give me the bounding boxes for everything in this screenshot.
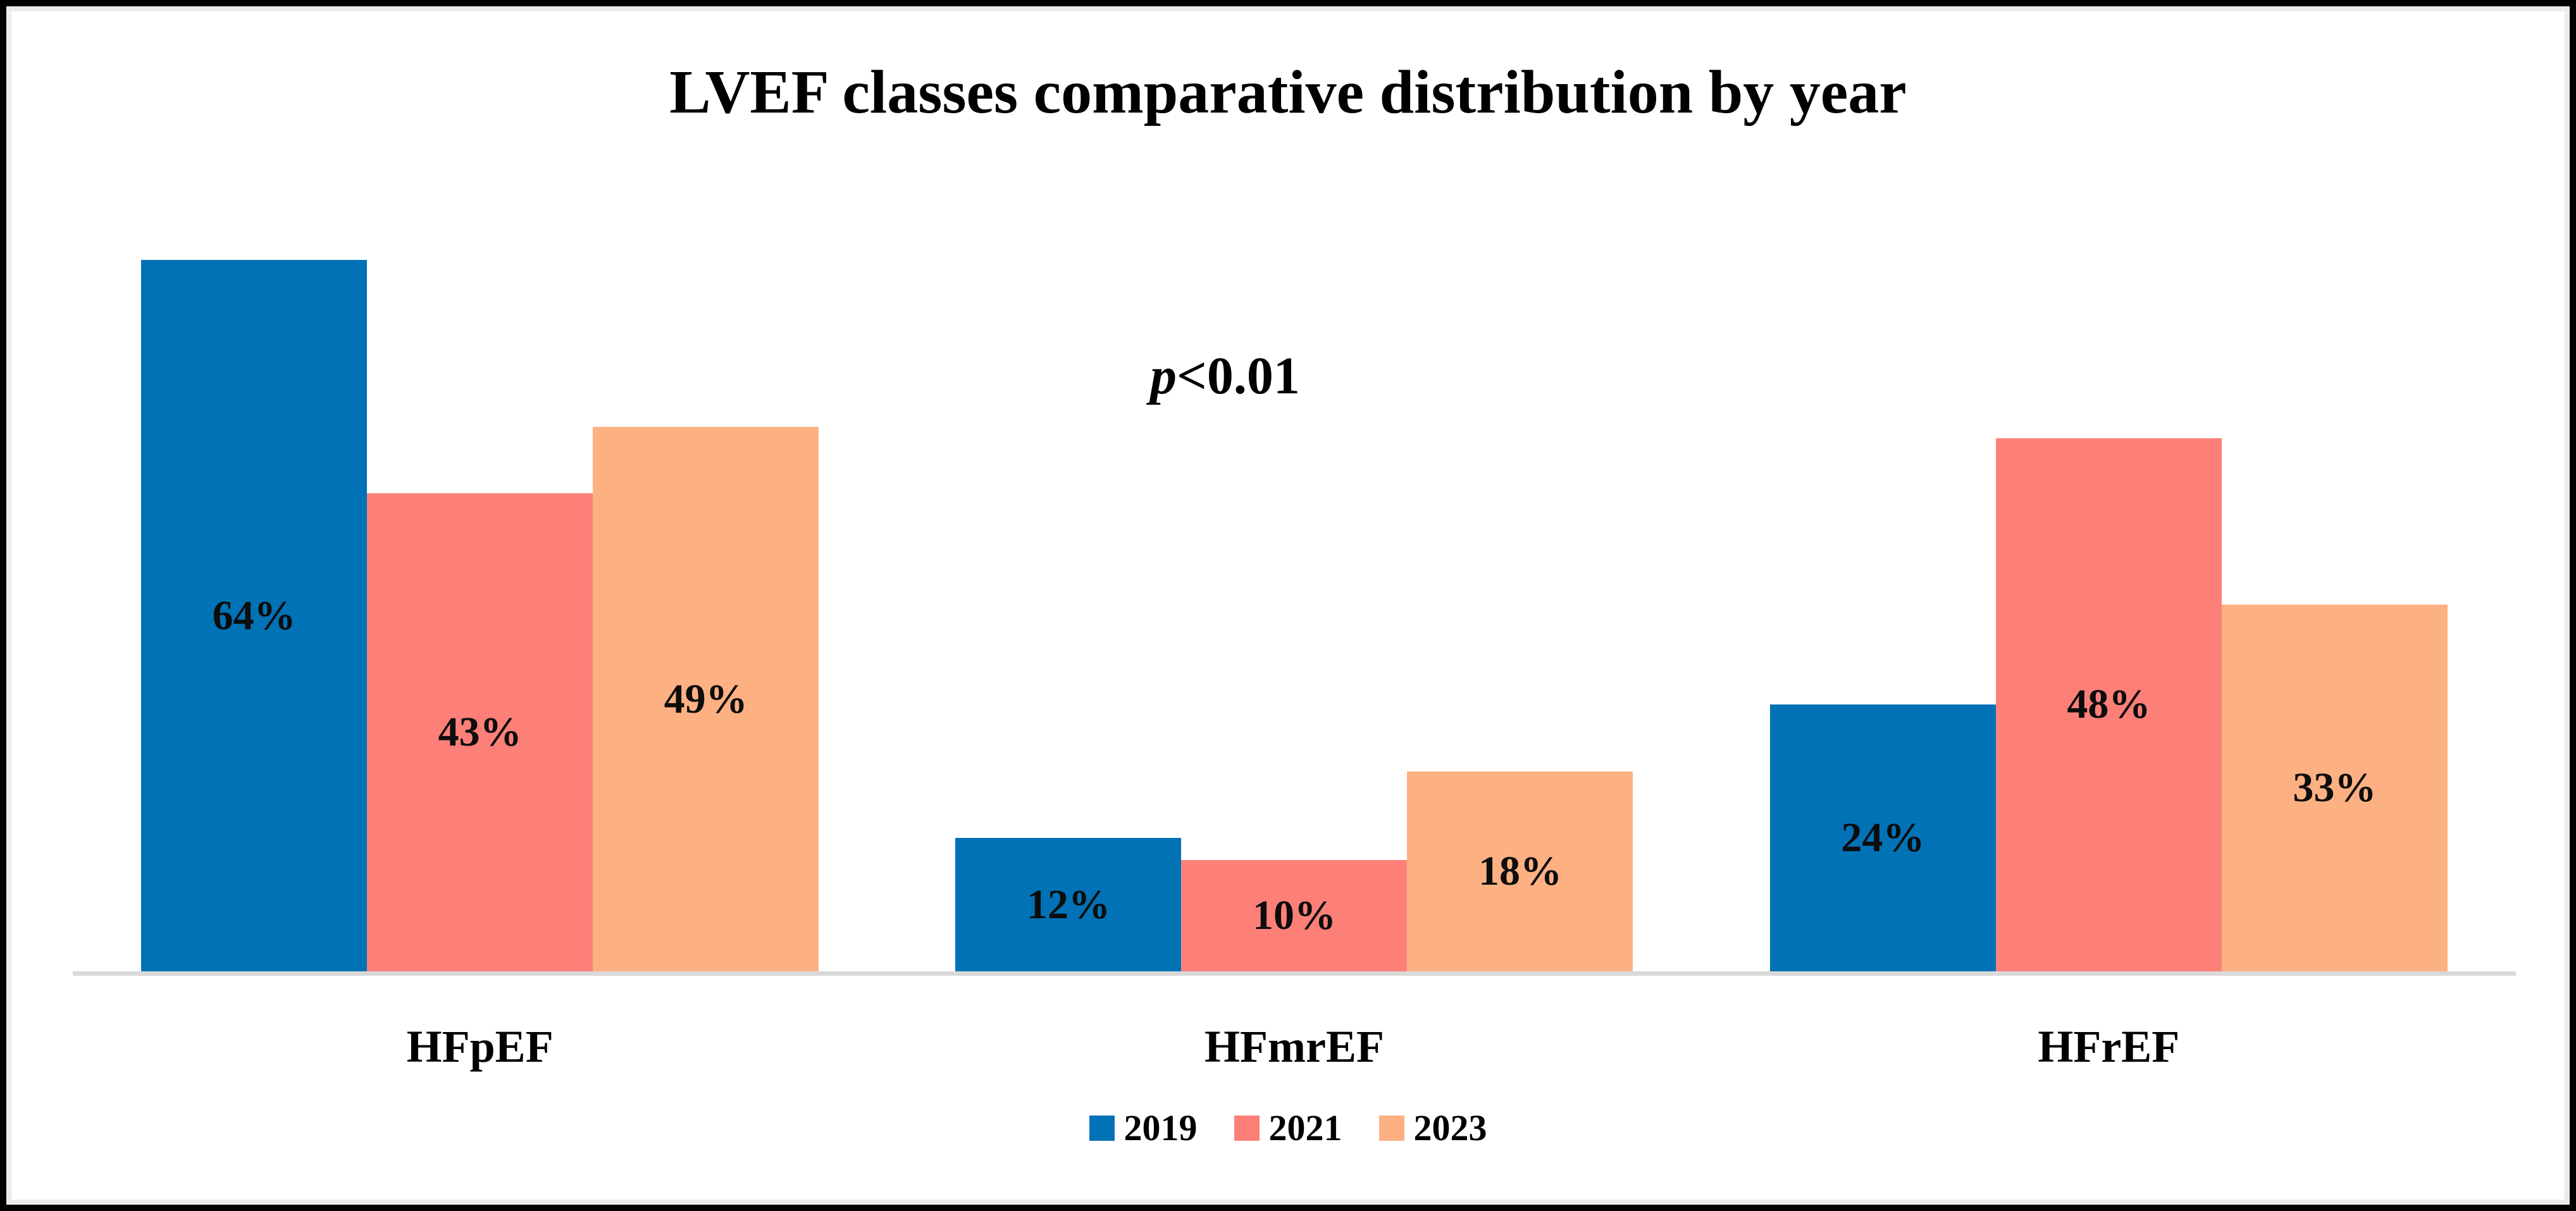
p-value-annotation: p<0.01 bbox=[1150, 345, 1300, 407]
bar-value-label: 18% bbox=[1478, 847, 1562, 894]
legend-label: 2021 bbox=[1268, 1107, 1342, 1148]
bar-2023-HFmrEF: 18% bbox=[1407, 771, 1633, 971]
category-label-HFpEF: HFpEF bbox=[406, 1021, 554, 1072]
bar-cluster-HFpEF: 64% 43% 49% bbox=[141, 194, 819, 971]
bar-value-label: 49% bbox=[664, 675, 748, 722]
plot-area: 64% 43% 49% HFpEF 12% 10% 18% HFmrEF 24% 48% 33% HF… bbox=[73, 194, 2516, 1072]
bar-2019-HFmrEF: 12% bbox=[955, 838, 1182, 971]
bar-2023-HFrEF: 33% bbox=[2221, 605, 2448, 971]
category-label-HFmrEF: HFmrEF bbox=[1204, 1021, 1384, 1072]
bar-value-label: 48% bbox=[2067, 681, 2151, 728]
bar-cluster-HFmrEF: 12% 10% 18% bbox=[955, 194, 1633, 971]
bar-2019-HFrEF: 24% bbox=[1769, 704, 1996, 971]
bar-value-label: 12% bbox=[1026, 881, 1110, 928]
legend-item-2019: 2019 bbox=[1089, 1107, 1198, 1149]
legend-label: 2019 bbox=[1124, 1107, 1198, 1148]
bar-value-label: 10% bbox=[1252, 892, 1336, 939]
bar-value-label: 24% bbox=[1841, 815, 1925, 861]
bar-2021-HFmrEF: 10% bbox=[1181, 860, 1408, 971]
bar-2021-HFrEF: 48% bbox=[1995, 438, 2222, 971]
legend-label: 2023 bbox=[1413, 1107, 1487, 1148]
legend-item-2023: 2023 bbox=[1378, 1107, 1487, 1149]
chart-title: LVEF classes comparative distribution by… bbox=[669, 58, 1907, 126]
bar-value-label: 43% bbox=[438, 709, 522, 756]
bar-value-label: 33% bbox=[2293, 765, 2377, 811]
category-slot-HFrEF: 24% 48% 33% HFrEF bbox=[1702, 194, 2516, 1072]
category-slot-HFpEF: 64% 43% 49% HFpEF bbox=[73, 194, 887, 1072]
category-label-HFrEF: HFrEF bbox=[2038, 1021, 2180, 1072]
bar-cluster-HFrEF: 24% 48% 33% bbox=[1769, 194, 2448, 971]
legend-swatch-icon bbox=[1378, 1115, 1404, 1141]
p-symbol: p bbox=[1150, 347, 1177, 405]
category-slot-HFmrEF: 12% 10% 18% HFmrEF bbox=[887, 194, 1701, 1072]
legend: 2019 2021 2023 bbox=[6, 1107, 2570, 1149]
legend-item-2021: 2021 bbox=[1234, 1107, 1342, 1149]
bar-2019-HFpEF: 64% bbox=[141, 260, 368, 971]
legend-swatch-icon bbox=[1089, 1115, 1115, 1141]
x-axis-line bbox=[73, 971, 2516, 976]
bar-2021-HFpEF: 43% bbox=[367, 493, 593, 971]
bar-2023-HFpEF: 49% bbox=[593, 427, 819, 971]
legend-swatch-icon bbox=[1234, 1115, 1260, 1141]
bar-value-label: 64% bbox=[212, 592, 296, 639]
p-value-text: <0.01 bbox=[1177, 347, 1300, 405]
